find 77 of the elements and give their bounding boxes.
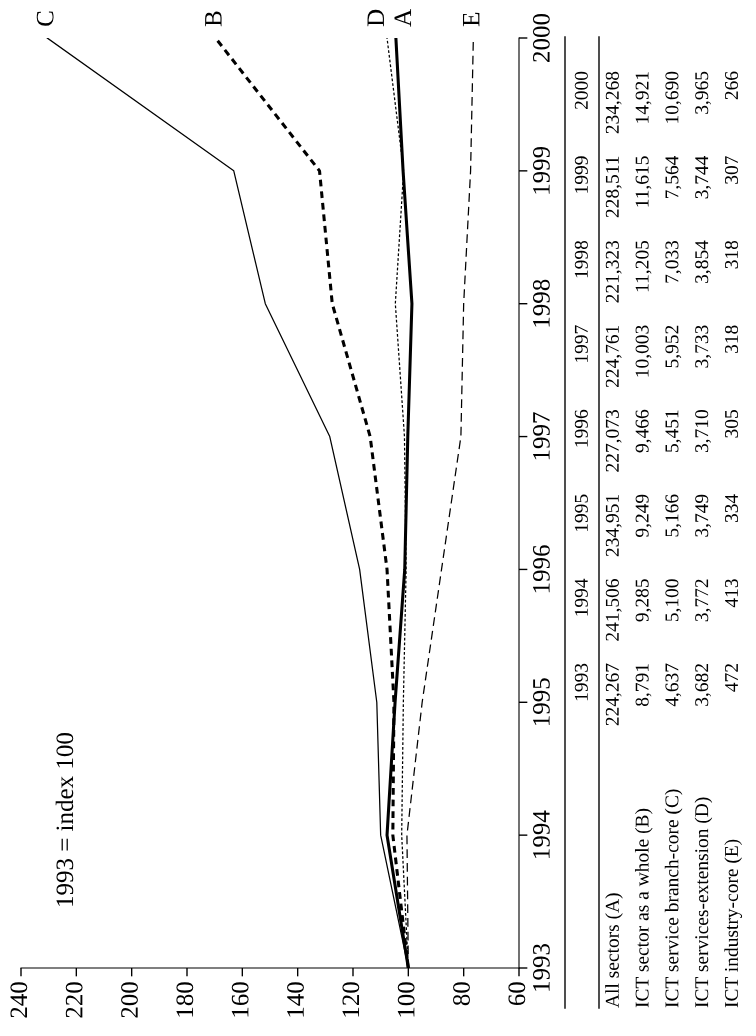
- text: 3,744: [695, 155, 712, 199]
- text: 3,710: [695, 410, 712, 453]
- text: 234,268: [605, 71, 622, 134]
- y-tick-label: 1994: [532, 810, 550, 858]
- annotation: B: [205, 11, 222, 27]
- annotation: D: [367, 9, 384, 27]
- text: 14,921: [635, 72, 652, 123]
- text: 1997: [574, 325, 588, 362]
- annotation: C: [36, 11, 54, 26]
- y-tick-label: 1996: [532, 545, 550, 593]
- x-tick-label: 80: [453, 982, 470, 1006]
- text: 224,761: [605, 325, 622, 388]
- text: 472: [725, 664, 738, 692]
- text: 3,772: [695, 579, 712, 622]
- text: 1999: [574, 156, 588, 193]
- text: 9,466: [635, 409, 652, 453]
- text: 234,951: [605, 495, 622, 557]
- x-tick-label: 140: [287, 982, 304, 1017]
- text: 3,733: [695, 325, 712, 368]
- y-tick-label: 1993: [532, 943, 550, 991]
- text: 2000: [574, 71, 588, 110]
- text: 7,564: [665, 155, 682, 199]
- text: 228,511: [605, 156, 622, 218]
- text: 3,682: [695, 664, 712, 706]
- text: 3,749: [695, 494, 712, 537]
- text: 8,791: [635, 664, 652, 707]
- text: 7,033: [665, 240, 682, 283]
- text: 1996: [574, 409, 588, 447]
- text: 241,506: [605, 579, 622, 641]
- x-tick-label: 220: [65, 982, 83, 1018]
- x-tick-label: 240: [10, 982, 28, 1018]
- text: ICT service branch-core (C): [664, 789, 683, 1008]
- text: 1995: [574, 494, 588, 532]
- text: 4,637: [665, 663, 682, 707]
- text: 10,690: [665, 71, 682, 123]
- annotation: A: [394, 9, 412, 27]
- text: 10,003: [635, 325, 652, 377]
- text: 5,451: [665, 410, 682, 452]
- y-tick-label: 1999: [532, 146, 550, 194]
- text: 266: [725, 71, 739, 100]
- annotation: 1993 = index 100: [55, 733, 74, 906]
- x-tick-label: 180: [176, 982, 194, 1017]
- text: 9,285: [635, 579, 652, 622]
- text: 5,952: [665, 325, 682, 368]
- annotation: E: [462, 12, 480, 27]
- text: 1993: [574, 663, 588, 701]
- y-tick-label: 1995: [532, 678, 550, 726]
- x-tick-label: 120: [342, 982, 360, 1017]
- text: 227,073: [605, 410, 622, 472]
- text: 3,854: [695, 240, 712, 283]
- text: 5,100: [665, 579, 682, 622]
- x-tick-label: 100: [397, 982, 415, 1017]
- text: 318: [724, 240, 739, 269]
- text: 1998: [574, 240, 588, 278]
- text: 307: [724, 156, 739, 184]
- text: 9,249: [635, 494, 652, 537]
- text: ICT industry-core (E): [724, 839, 743, 1008]
- text: 305: [724, 410, 739, 438]
- text: 318: [724, 325, 739, 353]
- text: ICT services-extension (D): [694, 797, 713, 1008]
- y-tick-label: 2000: [532, 13, 550, 62]
- x-tick-label: 200: [121, 982, 138, 1018]
- y-tick-label: 1998: [532, 279, 550, 327]
- text: 221,323: [605, 240, 622, 303]
- text: 11,205: [635, 240, 652, 292]
- x-tick-label: 160: [231, 982, 249, 1017]
- text: 3,965: [695, 71, 712, 114]
- y-tick-label: 1997: [532, 412, 550, 460]
- x-tick-label: 60: [508, 982, 526, 1006]
- text: 224,267: [605, 663, 622, 726]
- text: All sectors (A): [605, 893, 623, 1008]
- text: 413: [725, 579, 739, 608]
- text: 5,166: [665, 494, 682, 537]
- text: 1994: [574, 578, 588, 616]
- text: ICT sector as a whole (B): [634, 808, 653, 1008]
- text: 11,615: [635, 156, 652, 207]
- text: 334: [725, 494, 739, 523]
